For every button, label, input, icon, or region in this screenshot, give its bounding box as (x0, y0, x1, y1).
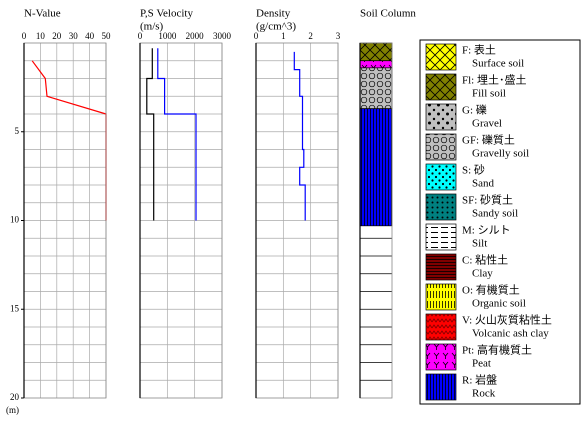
data-line (146, 48, 155, 221)
x-tick-label: 3000 (213, 31, 232, 41)
legend-pattern (426, 104, 456, 130)
legend-pattern (426, 284, 456, 310)
legend-code: G: 礫 (462, 103, 487, 117)
legend-name: Surface soil (472, 58, 524, 70)
panel-title: P,S Velocity (140, 8, 193, 20)
legend-name: Rock (472, 388, 496, 400)
legend-name: Gravelly soil (472, 148, 529, 160)
legend-name: Gravel (472, 118, 502, 130)
legend-name: Clay (472, 268, 493, 280)
x-tick-label: 30 (69, 31, 79, 41)
panel-unit: (g/cm^3) (256, 21, 296, 33)
legend-pattern (426, 344, 456, 370)
legend-pattern (426, 224, 456, 250)
legend-code: C: 粘性土 (462, 253, 508, 267)
x-tick-label: 50 (102, 31, 112, 41)
legend-pattern (426, 44, 456, 70)
legend-code: V: 火山灰質粘性土 (462, 313, 552, 327)
legend-code: F: 表土 (462, 43, 496, 57)
x-tick-label: 1000 (158, 31, 177, 41)
legend-code: Fl: 埋土･盛土 (462, 73, 526, 87)
soil-pattern (360, 67, 392, 109)
soil-pattern (360, 108, 392, 226)
legend-name: Sand (472, 178, 495, 190)
x-tick-label: 3 (336, 31, 341, 41)
soil-pattern (360, 60, 392, 68)
panel-title: N-Value (24, 8, 61, 20)
y-tick-label: 15 (10, 303, 20, 313)
legend-name: Volcanic ash clay (472, 328, 549, 340)
panel-unit: (m/s) (140, 21, 164, 33)
legend-pattern (426, 194, 456, 220)
x-tick-label: 10 (36, 31, 46, 41)
x-tick-label: 0 (254, 31, 259, 41)
x-tick-label: 0 (138, 31, 143, 41)
legend-code: Pt: 高有機質土 (462, 343, 532, 357)
legend-pattern (426, 254, 456, 280)
y-tick-label: 5 (15, 126, 20, 136)
panel-title: Density (256, 8, 291, 20)
legend-name: Organic soil (472, 298, 526, 310)
x-tick-label: 2 (308, 31, 313, 41)
legend-pattern (426, 134, 456, 160)
soil-pattern (360, 43, 392, 61)
legend-pattern (426, 314, 456, 340)
x-tick-label: 40 (85, 31, 95, 41)
y-tick-label: 20 (10, 392, 20, 402)
legend-pattern (426, 74, 456, 100)
y-axis-label: (m) (6, 405, 19, 415)
data-line (293, 51, 306, 221)
legend-code: S: 砂 (462, 164, 485, 177)
legend-name: Silt (472, 238, 487, 250)
legend-code: GF: 礫質土 (462, 133, 515, 147)
y-tick-label: 10 (10, 215, 20, 225)
legend-name: Fill soil (472, 88, 506, 100)
x-tick-label: 2000 (186, 31, 205, 41)
legend-box (419, 39, 581, 405)
panel-title: Soil Column (360, 8, 416, 20)
legend-code: R: 岩盤 (462, 373, 497, 387)
x-tick-label: 20 (52, 31, 62, 41)
x-tick-label: 1 (281, 31, 286, 41)
data-line (31, 60, 107, 221)
legend-pattern (426, 164, 456, 190)
x-tick-label: 0 (22, 31, 27, 41)
data-line (157, 48, 197, 221)
legend-code: SF: 砂質土 (462, 193, 513, 207)
legend-code: O: 有機質土 (462, 283, 520, 297)
legend-name: Peat (472, 358, 491, 370)
legend-pattern (426, 374, 456, 400)
legend-name: Sandy soil (472, 208, 518, 220)
legend-code: M: シルト (462, 225, 511, 237)
